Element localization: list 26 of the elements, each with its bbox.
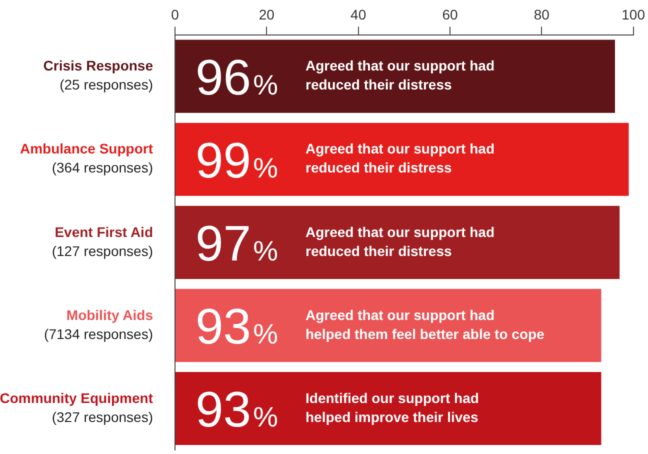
y-tick-label: Ambulance Support (364 responses): [20, 140, 154, 176]
data-label: 93%: [196, 381, 278, 438]
x-tick-label: 60: [442, 6, 458, 22]
data-label: 97%: [196, 215, 278, 272]
data-label: 99%: [196, 132, 278, 188]
annotation: Agreed that our support had reduced their distress: [306, 224, 494, 259]
y-tick-label: Community Equipment (327 responses): [0, 390, 154, 425]
bar: [176, 40, 615, 113]
bar: [176, 122, 629, 196]
x-tick-label: 100: [622, 6, 646, 22]
annotation: Identified our support had helped improve their lives: [306, 390, 479, 425]
data-label: 96%: [196, 49, 278, 106]
x-tick-label: 40: [350, 6, 366, 22]
annotation: Agreed that our support had reduced their distress: [306, 140, 494, 176]
bar: [176, 288, 602, 362]
x-tick-label: 20: [258, 6, 275, 22]
bar: [176, 206, 620, 279]
x-tick-label: 80: [534, 6, 550, 22]
annotation: Agreed that our support had reduced their distress: [306, 58, 494, 93]
y-tick-label: Crisis Response (25 responses): [43, 58, 154, 93]
bar: [176, 372, 602, 446]
y-tick-label: Event First Aid (127 responses): [52, 224, 153, 259]
y-tick-label: Mobility Aids (7134 responses): [44, 306, 154, 342]
data-label: 93%: [196, 298, 278, 354]
x-tick-label: 0: [171, 6, 180, 22]
annotation: Agreed that our support had helped them feel better able to cope: [306, 306, 545, 342]
